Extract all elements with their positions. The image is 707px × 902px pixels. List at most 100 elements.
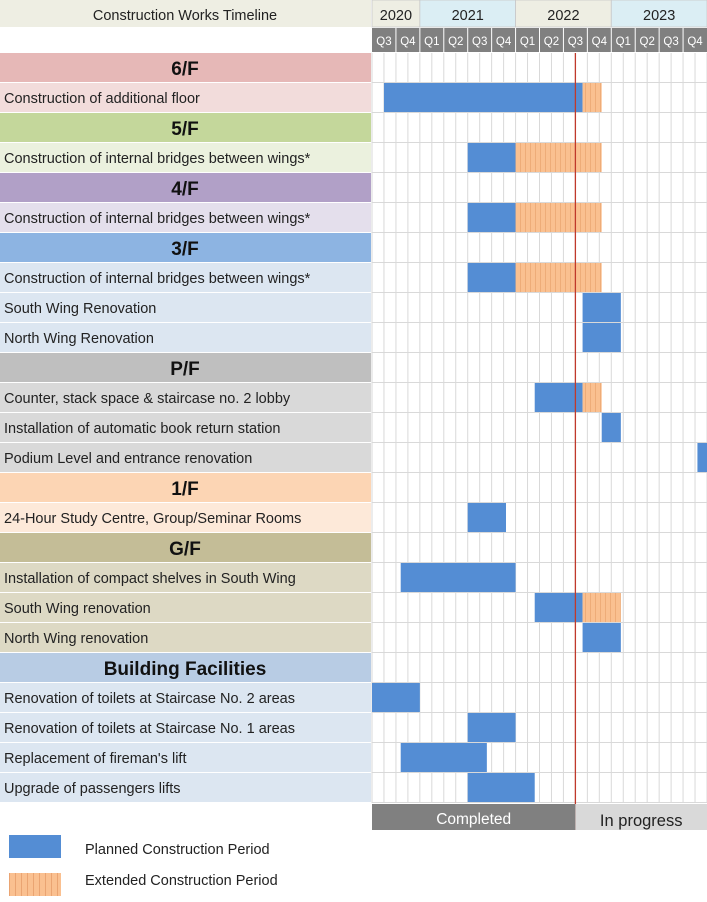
task-label: Installation of compact shelves in South… <box>4 571 296 587</box>
task-label: South Wing renovation <box>4 601 151 617</box>
task-label-cell <box>0 443 371 472</box>
floor-header-cell <box>0 53 371 82</box>
chart-title-cell <box>0 0 371 27</box>
task-label: Construction of additional floor <box>4 91 200 107</box>
task-label: Construction of internal bridges between… <box>4 271 311 287</box>
task-label-cell <box>0 623 371 652</box>
quarter-label: Q4 <box>592 36 608 48</box>
quarter-label: Q4 <box>400 36 416 48</box>
task-label-cell <box>0 203 371 232</box>
gantt-chart: Construction Works Timeline 2020 2021 2022 2… <box>0 0 707 830</box>
planned-bar <box>697 443 707 472</box>
task-label-cell <box>0 713 371 742</box>
floor-header-cell <box>0 653 371 682</box>
task-label-cell <box>0 503 371 532</box>
in-progress-label: In progress <box>600 812 683 830</box>
quarter-label: Q4 <box>496 36 512 48</box>
legend-extended-swatch <box>9 873 61 896</box>
quarter-label: Q2 <box>544 36 559 48</box>
planned-bar <box>534 593 583 622</box>
year-label: 2021 <box>452 8 484 24</box>
quarter-label: Q1 <box>424 36 439 48</box>
planned-bar <box>400 743 487 772</box>
task-label: Renovation of toilets at Staircase No. 1… <box>4 721 295 737</box>
year-label: 2020 <box>380 8 412 24</box>
task-label-cell <box>0 143 371 172</box>
task-label: Installation of automatic book return st… <box>4 421 280 437</box>
planned-bar <box>582 623 621 652</box>
completed-label: Completed <box>436 811 511 828</box>
task-label: Construction of internal bridges between… <box>4 211 311 227</box>
task-label-cell <box>0 683 371 712</box>
task-label-cell <box>0 743 371 772</box>
task-label: South Wing Renovation <box>4 301 156 317</box>
task-label-cell <box>0 323 371 352</box>
floor-header-cell <box>0 173 371 202</box>
planned-bar <box>467 143 516 172</box>
floor-header-label: 5/F <box>171 119 198 140</box>
extended-bar <box>515 203 602 232</box>
planned-bar <box>400 563 516 592</box>
task-label-cell <box>0 593 371 622</box>
quarter-label: Q3 <box>376 36 391 48</box>
floor-header-cell <box>0 113 371 142</box>
floor-header-cell <box>0 533 371 562</box>
quarter-label: Q4 <box>687 36 703 48</box>
year-header-cell <box>610 0 707 28</box>
quarter-label: Q3 <box>472 36 487 48</box>
year-header-cell <box>371 0 421 28</box>
floor-header-label: 6/F <box>171 59 198 80</box>
task-label-cell <box>0 293 371 322</box>
quarter-label: Q1 <box>616 36 631 48</box>
floor-header-label: 1/F <box>171 479 198 500</box>
quarter-label: Q3 <box>568 36 583 48</box>
planned-bar <box>467 263 516 292</box>
task-label: Counter, stack space & staircase no. 2 l… <box>4 391 291 407</box>
planned-bar <box>467 773 535 802</box>
floor-header-cell <box>0 353 371 382</box>
extended-bar <box>515 263 602 292</box>
quarter-label: Q3 <box>663 36 678 48</box>
floor-header-cell <box>0 233 371 262</box>
legend-planned-label: Planned Construction Period <box>85 842 270 858</box>
floor-header-label: 4/F <box>171 179 198 200</box>
legend-planned-swatch <box>9 835 61 858</box>
year-label: 2022 <box>547 8 579 24</box>
extended-bar <box>582 83 602 112</box>
extended-bar <box>515 143 602 172</box>
planned-bar <box>467 203 516 232</box>
task-label: North Wing renovation <box>4 631 148 647</box>
task-label-cell <box>0 263 371 292</box>
floor-header-label: P/F <box>170 359 200 380</box>
planned-bar <box>601 413 621 442</box>
task-label-cell <box>0 83 371 112</box>
floor-header-label: 3/F <box>171 239 198 260</box>
quarter-label: Q1 <box>520 36 535 48</box>
planned-bar <box>582 323 621 352</box>
planned-bar <box>372 683 420 712</box>
task-label: Upgrade of passengers lifts <box>4 781 181 797</box>
task-label: Replacement of fireman's lift <box>4 751 186 767</box>
quarter-label: Q2 <box>448 36 463 48</box>
planned-bar <box>582 293 621 322</box>
planned-bar <box>383 83 583 112</box>
task-label: 24-Hour Study Centre, Group/Seminar Room… <box>4 511 301 527</box>
planned-bar <box>467 503 506 532</box>
floor-header-label: Building Facilities <box>104 659 267 680</box>
extended-bar <box>582 593 621 622</box>
task-label-cell <box>0 773 371 802</box>
task-label: Podium Level and entrance renovation <box>4 451 252 467</box>
year-header-cell <box>419 0 516 28</box>
task-label: Renovation of toilets at Staircase No. 2… <box>4 691 295 707</box>
extended-bar <box>582 383 602 412</box>
in-progress-bar <box>575 804 707 830</box>
legend-extended-label: Extended Construction Period <box>85 873 278 889</box>
planned-bar <box>467 713 516 742</box>
task-label-cell <box>0 563 371 592</box>
quarter-label: Q2 <box>640 36 655 48</box>
chart-title: Construction Works Timeline <box>93 8 277 24</box>
planned-bar <box>534 383 583 412</box>
year-header-cell <box>515 0 612 28</box>
year-label: 2023 <box>643 8 675 24</box>
task-label-cell <box>0 413 371 442</box>
